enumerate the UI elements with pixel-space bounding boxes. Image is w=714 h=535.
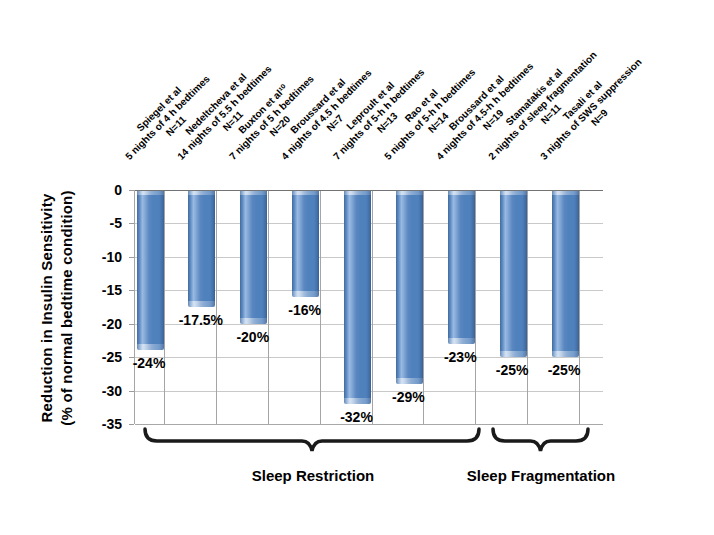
bar (448, 191, 475, 344)
bar (292, 191, 319, 297)
bar (396, 191, 423, 384)
insulin-sensitivity-chart: Reduction in Insulin Sensitivity (% of n… (0, 0, 714, 535)
bar-slot-shadow-line (216, 191, 217, 424)
sleep-restriction-bracket (145, 429, 479, 451)
y-tick-label: -35 (62, 416, 122, 432)
y-tick-label: -10 (62, 249, 122, 265)
y-tick-label: -5 (62, 215, 122, 231)
bar (137, 191, 164, 350)
bar-slot-shadow-line (164, 191, 165, 424)
y-tick-mark (129, 424, 134, 425)
bar (344, 191, 371, 404)
bar-slot-shadow-line (372, 191, 373, 424)
bar-value-label: -17.5% (179, 312, 223, 328)
bar-value-label: -29% (392, 389, 425, 405)
group-label-sleep-restriction: Sleep Restriction (252, 467, 375, 484)
bar-value-label: -25% (496, 362, 529, 378)
bar (552, 191, 579, 357)
bar (500, 191, 527, 357)
bar-value-label: -25% (548, 362, 581, 378)
bar-value-label: -24% (133, 355, 166, 371)
bar-value-label: -23% (444, 349, 477, 365)
bar-value-label: -32% (340, 409, 373, 425)
y-tick-label: -30 (62, 383, 122, 399)
bar (188, 191, 215, 307)
bar (240, 191, 267, 324)
y-axis-line (134, 190, 135, 424)
y-tick-label: -20 (62, 316, 122, 332)
bar-slot-shadow-line (268, 191, 269, 424)
y-tick-label: -15 (62, 282, 122, 298)
y-tick-label: -25 (62, 349, 122, 365)
y-tick-label: 0 (62, 182, 122, 198)
sleep-fragmentation-bracket (493, 429, 588, 451)
bar-value-label: -20% (236, 329, 269, 345)
bar-slot-shadow-line (579, 191, 580, 424)
bar-value-label: -16% (288, 302, 321, 318)
group-label-sleep-fragmentation: Sleep Fragmentation (467, 467, 615, 484)
bar-slot-shadow-line (475, 191, 476, 424)
bar-slot-shadow-line (527, 191, 528, 424)
